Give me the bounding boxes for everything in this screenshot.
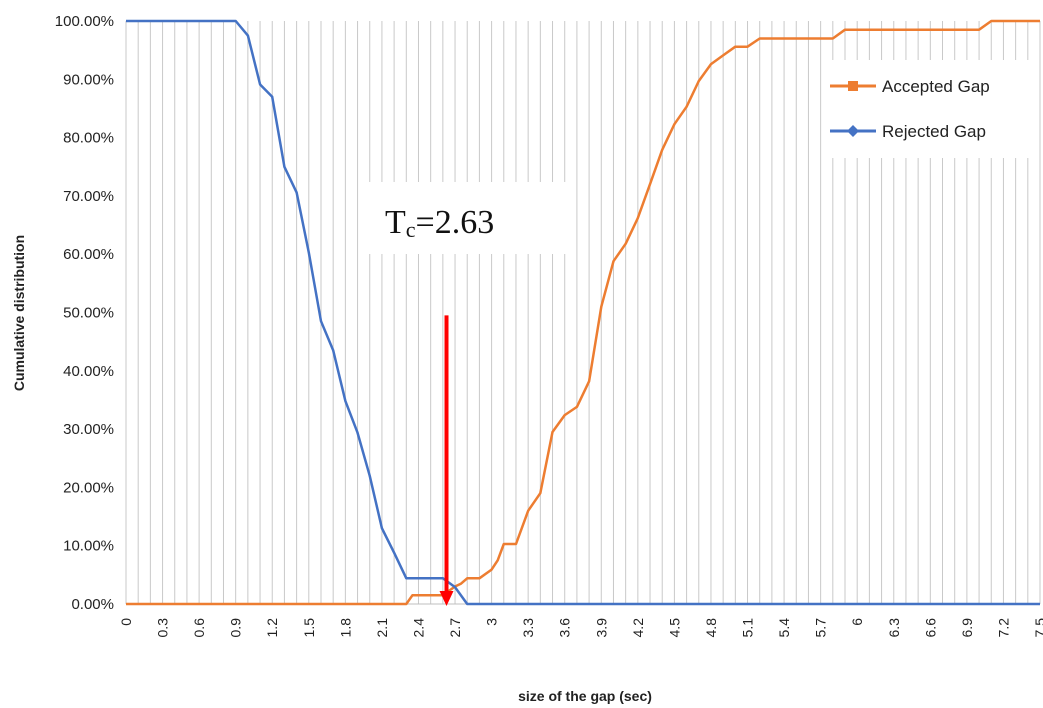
y-tick-label: 50.00% (63, 305, 114, 322)
x-tick-label: 1.5 (301, 618, 317, 638)
x-tick-label: 6.6 (922, 618, 938, 638)
legend-item-accepted: Accepted Gap (830, 77, 990, 96)
x-tick-label: 0 (118, 618, 134, 626)
x-tick-label: 2.4 (410, 618, 426, 638)
x-tick-label: 3 (484, 618, 500, 626)
y-tick-label: 60.00% (63, 246, 114, 263)
y-tick-label: 70.00% (63, 188, 114, 205)
legend: Accepted Gap Rejected Gap (822, 60, 1039, 158)
x-axis-title: size of the gap (sec) (518, 688, 652, 704)
x-tick-label: 7.5 (1032, 618, 1043, 638)
annotation-arrow-head (439, 591, 454, 606)
y-tick-label: 80.00% (63, 130, 114, 147)
x-tick-label: 3.9 (593, 618, 609, 638)
legend-marker-rejected (847, 125, 859, 137)
x-tick-label: 1.8 (337, 618, 353, 638)
legend-label-accepted: Accepted Gap (882, 77, 990, 96)
annotation-label: Tc=2.63 (385, 204, 494, 242)
x-tick-label: 2.7 (447, 618, 463, 638)
y-tick-label: 100.00% (55, 13, 114, 30)
y-tick-label: 40.00% (63, 363, 114, 380)
x-tick-label: 3.3 (520, 618, 536, 638)
x-tick-label: 4.5 (666, 618, 682, 638)
x-tick-label: 5.4 (776, 618, 792, 638)
x-tick-label: 6 (849, 618, 865, 626)
y-axis-ticks: 0.00% 10.00% 20.00% 30.00% 40.00% 50.00% 60.00… (55, 13, 114, 613)
legend-box (822, 60, 1039, 158)
y-axis-title: Cumulative distribution (11, 235, 27, 391)
annotation-arrow-layer (439, 315, 454, 606)
x-tick-label: 7.2 (995, 618, 1011, 638)
series-line-rejected-gap (126, 19, 1040, 606)
x-tick-label: 6.9 (959, 618, 975, 638)
x-axis-ticks: 0 0.3 0.6 0.9 1.2 1.5 1.8 2.1 2.4 2.7 3 3.3 3.6 3.9 4.… (118, 618, 1043, 638)
legend-item-rejected: Rejected Gap (830, 122, 986, 141)
x-tick-label: 4.2 (630, 618, 646, 638)
series-layer (126, 19, 1040, 606)
annotation-box (360, 182, 575, 254)
x-tick-label: 0.6 (191, 618, 207, 638)
x-tick-label: 2.1 (374, 618, 390, 638)
y-tick-label: 20.00% (63, 479, 114, 496)
series-line-accepted-gap (126, 19, 1040, 606)
x-tick-label: 4.8 (703, 618, 719, 638)
x-tick-label: 5.1 (740, 618, 756, 638)
x-tick-label: 0.3 (155, 618, 171, 638)
y-tick-label: 0.00% (71, 596, 114, 613)
legend-marker-accepted (848, 81, 858, 91)
x-tick-label: 0.9 (228, 618, 244, 638)
y-tick-label: 10.00% (63, 538, 114, 555)
y-tick-label: 90.00% (63, 71, 114, 88)
x-tick-label: 1.2 (264, 618, 280, 638)
x-tick-label: 3.6 (557, 618, 573, 638)
legend-label-rejected: Rejected Gap (882, 122, 986, 141)
y-tick-label: 30.00% (63, 421, 114, 438)
x-tick-label: 5.7 (813, 618, 829, 638)
x-tick-label: 6.3 (886, 618, 902, 638)
